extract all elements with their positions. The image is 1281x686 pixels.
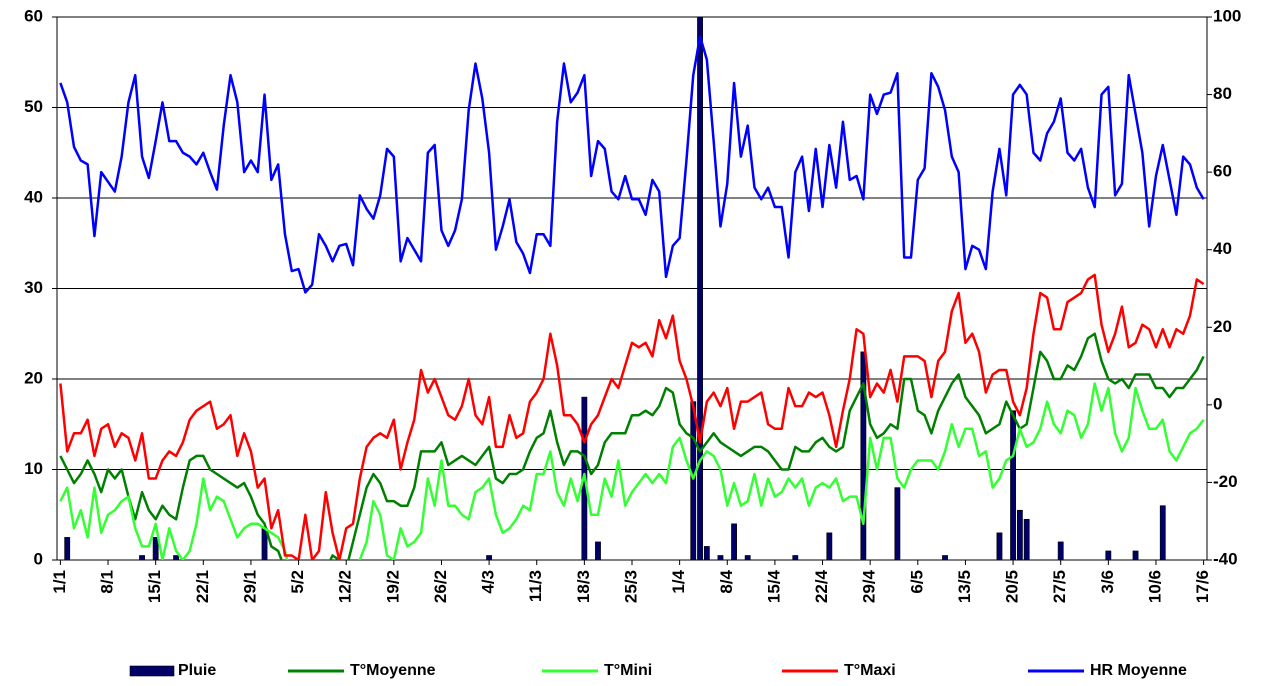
y-tick-label: 50: [24, 97, 43, 116]
x-tick-label: 18/3: [574, 570, 593, 603]
legend-label: T°Maxi: [844, 662, 896, 679]
y-tick-label: 30: [24, 278, 43, 297]
series-line: [59, 332, 1205, 560]
x-tick-label: 8/1: [98, 570, 117, 594]
x-tick-label: 5/2: [288, 570, 307, 594]
y2-tick-label: 40: [1213, 239, 1232, 258]
rain-bar: [744, 555, 751, 560]
x-tick-label: 4/3: [479, 570, 498, 594]
series-line: [59, 35, 1205, 294]
series-line: [59, 382, 1205, 560]
rain-bar: [1057, 541, 1064, 560]
rain-bar: [1016, 509, 1023, 560]
legend-label: T°Mini: [604, 662, 652, 679]
y2-tick-label: 20: [1213, 317, 1232, 336]
legend-label: Pluie: [178, 662, 216, 679]
legend-label: T°Moyenne: [350, 662, 436, 679]
x-tick-label: 22/4: [812, 569, 831, 603]
rain-bar: [1023, 518, 1030, 560]
x-tick-label: 29/4: [860, 569, 879, 603]
y2-tick-label: 80: [1213, 84, 1232, 103]
x-tick-label: 29/1: [240, 570, 259, 603]
rain-bar: [703, 546, 710, 560]
rain-bar: [942, 555, 948, 560]
rain-bar: [173, 555, 179, 560]
rain-bar: [894, 487, 901, 560]
y2-tick-label: -40: [1213, 549, 1238, 568]
y2-tick-label: -20: [1213, 472, 1238, 491]
rain-bar: [595, 541, 601, 560]
x-tick-label: 20/5: [1003, 570, 1022, 603]
rain-bar: [697, 17, 703, 560]
rain-bar: [64, 537, 71, 560]
rain-bar: [717, 555, 724, 560]
x-tick-label: 13/5: [955, 570, 974, 603]
plot-area: [59, 17, 1205, 560]
rain-bar: [1105, 550, 1112, 560]
y2-tick-label: 60: [1213, 162, 1232, 181]
rain-bar: [860, 351, 867, 560]
rain-bar: [690, 401, 697, 560]
x-tick-label: 1/1: [50, 570, 69, 594]
x-tick-label: 6/5: [907, 570, 926, 594]
x-tick-label: 15/1: [145, 570, 164, 603]
y-tick-label: 60: [24, 6, 43, 25]
y-tick-label: 0: [34, 549, 43, 568]
x-tick-label: 1/4: [669, 569, 688, 593]
x-tick-label: 12/2: [336, 570, 355, 603]
x-tick-label: 22/1: [193, 570, 212, 603]
rain-bar: [1132, 550, 1139, 560]
rain-bar: [486, 555, 493, 560]
legend-swatch: [129, 665, 175, 677]
y-tick-label: 20: [24, 368, 43, 387]
y-tick-label: 10: [24, 459, 43, 478]
x-tick-label: 27/5: [1050, 570, 1069, 603]
rain-bar: [139, 555, 145, 560]
series-line: [59, 273, 1205, 560]
x-tick-label: 15/4: [764, 569, 783, 603]
y-tick-label: 40: [24, 187, 43, 206]
x-tick-label: 17/6: [1193, 570, 1212, 603]
legend-label: HR Moyenne: [1090, 662, 1187, 679]
rain-bar: [996, 532, 1003, 560]
x-tick-label: 11/3: [526, 570, 545, 602]
rain-bar: [1159, 505, 1166, 560]
y2-tick-label: 100: [1213, 6, 1241, 25]
x-tick-label: 26/2: [431, 570, 450, 603]
x-tick-label: 25/3: [621, 570, 640, 603]
x-tick-label: 19/2: [383, 570, 402, 603]
x-tick-label: 3/6: [1098, 570, 1117, 594]
rain-bar: [792, 555, 799, 560]
rain-bar: [731, 523, 737, 560]
rain-bar: [1010, 410, 1016, 560]
y2-tick-label: 0: [1213, 394, 1222, 413]
rain-bar: [826, 532, 833, 560]
rain-bar: [152, 537, 159, 560]
x-tick-label: 10/6: [1145, 570, 1164, 603]
x-tick-label: 8/4: [717, 569, 736, 593]
